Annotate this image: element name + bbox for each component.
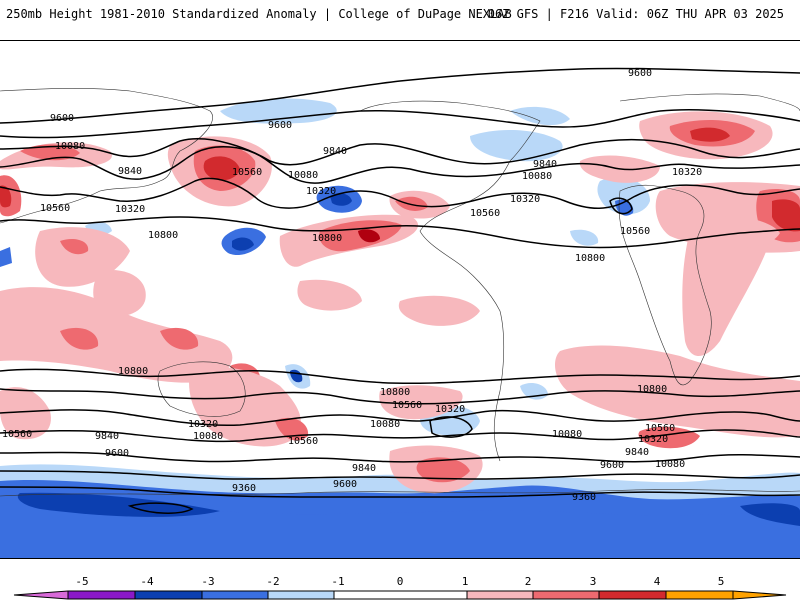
contour-label: 10320 <box>306 186 336 197</box>
contour-label: 10080 <box>55 141 85 152</box>
height-contours <box>0 67 800 514</box>
contour-label: 10080 <box>522 171 552 182</box>
contour-label: 10560 <box>40 203 70 214</box>
colorbar-tick-label: 1 <box>462 575 469 588</box>
europe-coastline <box>619 93 800 112</box>
contour-label: 9600 <box>50 113 74 124</box>
contour-label: 10080 <box>370 419 400 430</box>
contour-label: 9600 <box>268 120 292 131</box>
contour-labels: 9600 9600 9600 9840 9840 10080 10560 100… <box>2 68 702 503</box>
contour-label: 10800 <box>312 233 342 244</box>
colorbar-swatch-pos5 <box>733 591 786 599</box>
map-svg: 9600 9600 9600 9840 9840 10080 10560 100… <box>0 41 800 558</box>
contour-label: 9840 <box>118 166 142 177</box>
colorbar-swatch-neg2 <box>202 591 268 599</box>
colorbar-svg: -5 -4 -3 -2 -1 0 1 2 3 4 5 <box>13 575 787 600</box>
colorbar-tick-label: -2 <box>266 575 279 588</box>
colorbar-swatch-zero <box>334 591 467 599</box>
contour-label: 9840 <box>95 431 119 442</box>
contour-label: 9840 <box>352 463 376 474</box>
positive-anomaly-south <box>0 216 800 494</box>
asia-coastline <box>0 87 213 224</box>
australia-coastline <box>157 361 246 417</box>
contour-label: 10320 <box>510 194 540 205</box>
contour-label: 9600 <box>628 68 652 79</box>
contour-label: 10080 <box>288 170 318 181</box>
contour-label: 10800 <box>637 384 667 395</box>
contour-label: 10320 <box>435 404 465 415</box>
contour-label: 9840 <box>533 159 557 170</box>
north-america-coastline <box>359 100 541 262</box>
contour-label: 9360 <box>572 492 596 503</box>
model-run-info: 06Z GFS | F216 Valid: 06Z THU APR 03 202… <box>487 7 784 21</box>
colorbar-swatch-pos1 <box>467 591 533 599</box>
colorbar-swatch-pos2 <box>533 591 599 599</box>
contour-label: 9600 <box>600 460 624 471</box>
contour-label: 10320 <box>672 167 702 178</box>
negative-anomaly-north <box>0 98 650 267</box>
contour-label: 10800 <box>575 253 605 264</box>
colorbar-tick-label: 2 <box>525 575 532 588</box>
colorbar-tick-label: 0 <box>397 575 404 588</box>
contour-label: 10320 <box>638 434 668 445</box>
antarctica-coastline <box>0 489 800 497</box>
contour-label: 10560 <box>645 423 675 434</box>
contour-label: 10800 <box>380 387 410 398</box>
contour-label: 10560 <box>620 226 650 237</box>
africa-coastline <box>618 184 712 386</box>
contour-label: 9360 <box>232 483 256 494</box>
colorbar-tick-label: -5 <box>75 575 88 588</box>
contour-label: 10560 <box>470 208 500 219</box>
colorbar-tick-label: -3 <box>201 575 214 588</box>
contour-label: 10800 <box>148 230 178 241</box>
negative-anomaly-band-south <box>0 464 800 558</box>
south-america-coastline <box>454 260 505 462</box>
colorbar-swatch-pos3 <box>599 591 666 599</box>
contour-label: 10560 <box>288 436 318 447</box>
contour-label: 9600 <box>105 448 129 459</box>
contour-label: 10800 <box>118 366 148 377</box>
contour-label: 10080 <box>655 459 685 470</box>
colorbar-swatch-neg5 <box>14 591 68 599</box>
anomaly-colorbar: -5 -4 -3 -2 -1 0 1 2 3 4 5 <box>0 560 800 600</box>
colorbar-swatch-neg1 <box>268 591 334 599</box>
contour-label: 9840 <box>625 447 649 458</box>
colorbar-tick-label: -1 <box>331 575 344 588</box>
colorbar-tick-label: -4 <box>140 575 154 588</box>
colorbar-swatch-pos4 <box>666 591 733 599</box>
colorbar-tick-label: 3 <box>590 575 597 588</box>
contour-label: 10080 <box>193 431 223 442</box>
contour-label: 10560 <box>232 167 262 178</box>
contour-label: 10560 <box>2 429 32 440</box>
contour-label: 10320 <box>188 419 218 430</box>
contour-label: 9840 <box>323 146 347 157</box>
colorbar-swatch-neg3 <box>135 591 202 599</box>
contour-label: 9600 <box>333 479 357 490</box>
coastlines <box>0 87 800 497</box>
map-title: 250mb Height 1981-2010 Standardized Anom… <box>6 7 512 21</box>
colorbar-tick-label: 4 <box>654 575 661 588</box>
colorbar-tick-label: 5 <box>718 575 725 588</box>
colorbar-swatch-neg4 <box>68 591 135 599</box>
header: 250mb Height 1981-2010 Standardized Anom… <box>0 0 800 40</box>
contour-label: 10080 <box>552 429 582 440</box>
contour-label: 10560 <box>392 400 422 411</box>
map-panel: 9600 9600 9600 9840 9840 10080 10560 100… <box>0 40 800 559</box>
contour-label: 10320 <box>115 204 145 215</box>
